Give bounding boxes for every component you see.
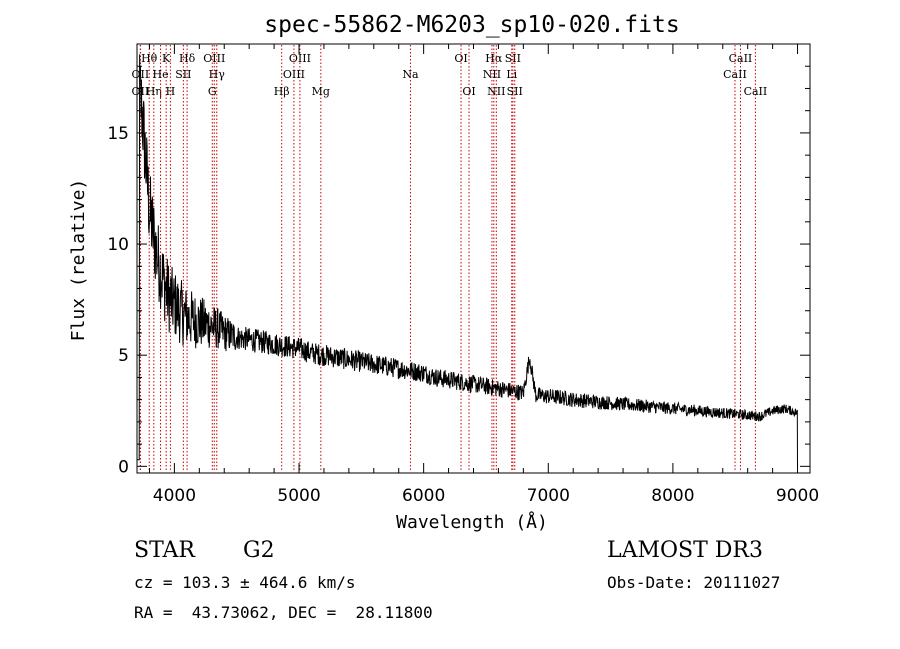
line-marker-label: Na	[402, 68, 419, 81]
line-marker-label: CaII	[723, 68, 747, 81]
line-marker-label: OIII	[289, 52, 311, 65]
x-tick-label: 5000	[277, 486, 320, 506]
x-tick-label: 8000	[651, 486, 694, 506]
line-marker-label: Hβ	[274, 85, 290, 98]
line-marker-label: NII	[483, 68, 501, 81]
line-marker-label: H	[166, 85, 176, 98]
x-tick-label: 6000	[402, 486, 445, 506]
x-tick-label: 4000	[153, 486, 196, 506]
object-class: STAR	[134, 538, 195, 563]
line-marker-label: Hγ	[209, 68, 226, 81]
y-tick-label: 5	[118, 346, 129, 366]
x-tick-label: 7000	[527, 486, 570, 506]
line-marker-label: OIII	[283, 68, 305, 81]
survey-name: LAMOST DR3	[607, 538, 763, 563]
redshift-velocity: cz = 103.3 ± 464.6 km/s	[134, 573, 356, 592]
line-marker-label: Hη	[146, 85, 162, 98]
line-marker-label: OI	[454, 52, 467, 65]
line-marker-label: OI	[462, 85, 475, 98]
line-marker-label: G	[208, 85, 217, 98]
spectrum-trace	[137, 54, 798, 467]
line-marker-label: Mg	[312, 85, 330, 98]
y-tick-label: 0	[118, 457, 129, 477]
line-marker-label: SII	[507, 85, 523, 98]
observation-date: Obs-Date: 20111027	[607, 573, 781, 592]
line-marker-label: SII	[505, 52, 521, 65]
line-marker-label: CaII	[744, 85, 768, 98]
line-marker-label: OIII	[203, 52, 225, 65]
line-marker-label: SII	[175, 68, 191, 81]
line-marker-label: He	[153, 68, 169, 81]
line-marker-label: NII	[487, 85, 505, 98]
y-axis-label: Flux (relative)	[68, 179, 89, 342]
x-tick-label: 9000	[776, 486, 819, 506]
object-subclass: G2	[243, 538, 275, 563]
line-marker-label: Hα	[485, 52, 503, 65]
line-marker-label: Hδ	[179, 52, 196, 65]
line-marker-label: CaII	[729, 52, 753, 65]
chart-title: spec-55862-M6203_sp10-020.fits	[264, 12, 679, 38]
line-marker-label: K	[162, 52, 171, 65]
line-marker-label: Hθ	[141, 52, 158, 65]
ra-dec: RA = 43.73062, DEC = 28.11800	[134, 603, 433, 622]
x-axis-label: Wavelength (Å)	[396, 511, 548, 533]
line-marker-label: Li	[506, 68, 517, 81]
y-tick-label: 15	[107, 124, 129, 144]
spectrum-layer	[137, 54, 798, 467]
ticks-layer: 4000 5000 6000 7000 8000 9000 0 5 10 15	[107, 44, 819, 506]
y-tick-label: 10	[107, 235, 129, 255]
